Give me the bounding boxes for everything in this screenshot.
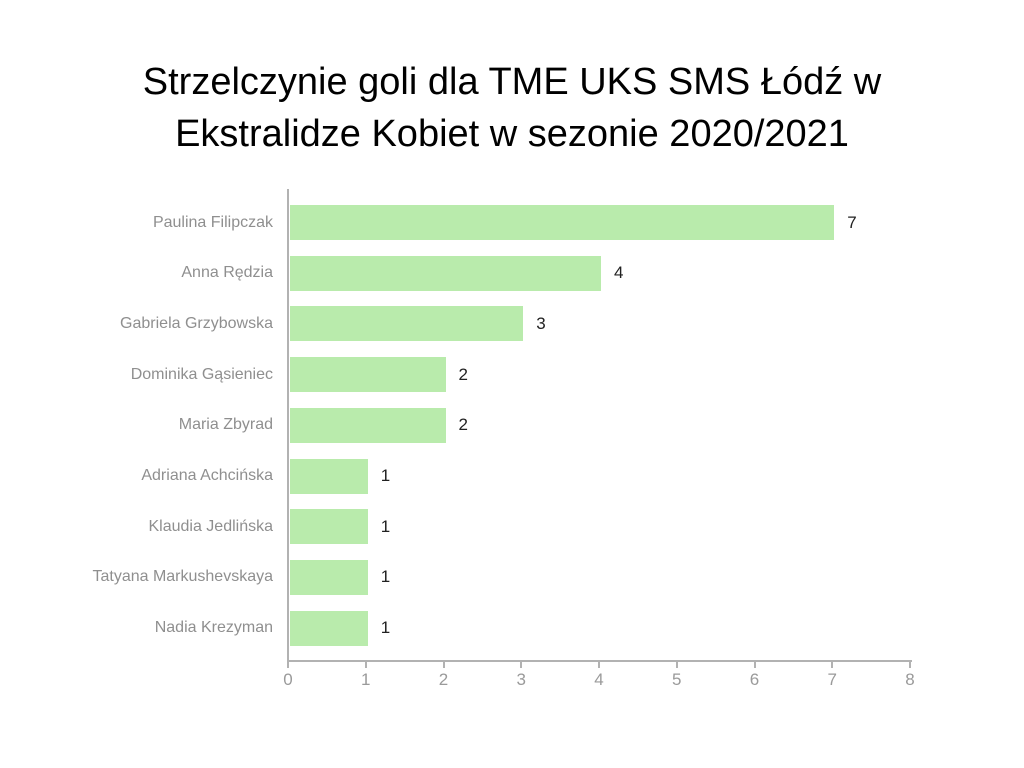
value-label: 1 [380,466,391,485]
bar [290,357,446,393]
value-label: 1 [380,567,391,587]
x-axis-line [287,660,912,662]
chart-title: Strzelczynie goli dla TME UKS SMS Łódź w… [0,56,1024,160]
value-label: 3 [536,313,546,333]
value-label: 1 [380,618,391,638]
x-tick-label: 5 [672,670,682,689]
category-label: Anna Rędzia [181,264,273,282]
category-label: Adriana Achcińska [141,467,273,484]
y-axis-line [287,189,289,661]
value-label: 1 [380,516,391,536]
bar [290,205,835,240]
chart-title-line-1: Strzelczynie goli dla TME UKS SMS Łódź w [142,61,882,103]
category-label: Tatyana Markushevskaya [92,568,273,586]
value-label: 4 [614,263,624,283]
x-tick-label: 2 [438,670,449,689]
x-tick [675,662,678,668]
x-tick-label: 1 [361,670,371,689]
chart-title-line-2: Ekstralidze Kobiet w sezonie 2020/2021 [175,113,849,155]
x-tick [287,662,289,668]
bar [290,306,524,342]
x-tick [753,662,756,668]
x-tick [831,662,834,668]
x-tick-label: 6 [749,670,760,689]
bar [290,559,368,595]
bar [290,610,368,646]
x-tick [364,662,367,668]
x-tick-label: 4 [594,670,604,689]
bar [290,407,446,443]
bar [290,255,601,291]
bar [290,458,368,494]
category-label: Nadia Krezyman [154,619,273,637]
x-tick-label: 7 [827,670,837,689]
value-label: 2 [458,415,468,435]
x-tick-label: 3 [516,670,526,689]
value-label: 2 [458,364,468,384]
category-label: Gabriela Grzybowska [120,314,273,332]
category-label: Maria Zbyrad [178,416,273,434]
x-tick [909,662,911,668]
x-tick [442,662,445,668]
x-tick [520,662,523,668]
category-label: Paulina Filipczak [152,213,273,231]
category-label: Dominika Gąsieniec [130,365,273,383]
value-label: 7 [847,212,857,232]
x-tick-label: 0 [283,670,293,689]
x-tick [598,662,600,668]
category-label: Klaudia Jedlińska [148,517,273,535]
bar [290,509,368,545]
x-tick-label: 8 [905,670,915,689]
